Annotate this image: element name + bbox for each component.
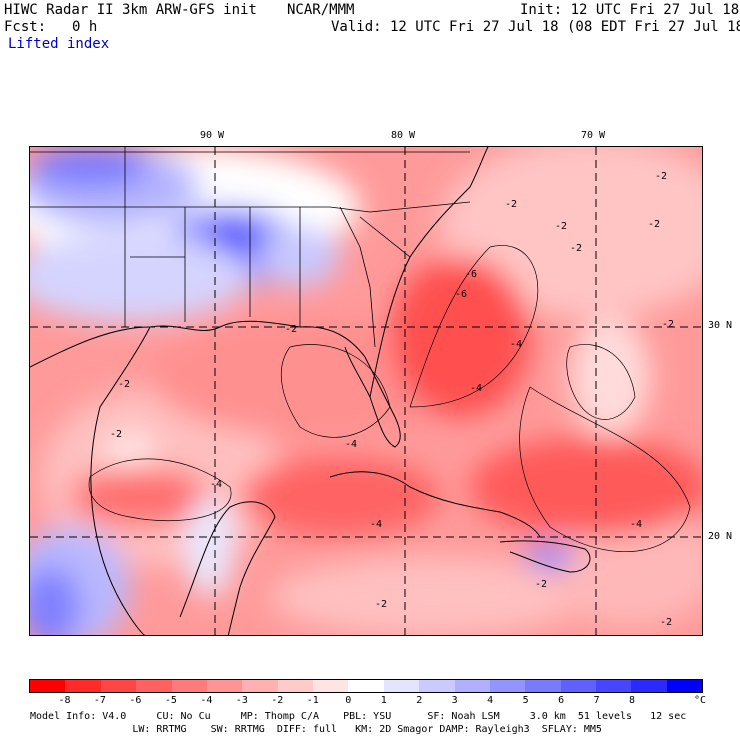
coastlines bbox=[30, 147, 591, 635]
colorbar-swatch bbox=[171, 680, 207, 692]
contour-label: -4 bbox=[510, 339, 522, 350]
contour-label: -2 bbox=[118, 379, 130, 390]
contour-label: -2 bbox=[655, 171, 667, 182]
colorbar-swatch bbox=[136, 680, 172, 692]
contour-label: -2 bbox=[660, 617, 672, 628]
colorbar-swatch bbox=[30, 680, 66, 692]
colorbar-swatch bbox=[631, 680, 667, 692]
colorbar-tick-label: 2 bbox=[416, 695, 423, 706]
contour-label: -2 bbox=[535, 579, 547, 590]
colorbar-swatch bbox=[242, 680, 278, 692]
colorbar-tick-label: -6 bbox=[129, 695, 142, 706]
contour-label: -2 bbox=[375, 599, 387, 610]
forecast-hour: 0 h bbox=[72, 19, 98, 35]
colorbar-tick-label: 1 bbox=[380, 695, 387, 706]
colorbar-swatch bbox=[419, 680, 455, 692]
contour-label: -2 bbox=[648, 219, 660, 230]
lifted-index-map: -2 -2 -2 -2 -2 -2 -2 -2 -2 -2 -2 -2 -6 -… bbox=[29, 146, 703, 636]
contour-value-labels: -2 -2 -2 -2 -2 -2 -2 -2 -2 -2 -2 -2 -6 -… bbox=[110, 171, 674, 628]
state-borders bbox=[30, 147, 471, 348]
contour-label: -2 bbox=[555, 221, 567, 232]
colorbar-swatch bbox=[313, 680, 349, 692]
colorbar-swatch bbox=[596, 680, 632, 692]
map-canvas: -2 -2 -2 -2 -2 -2 -2 -2 -2 -2 -2 -2 -6 -… bbox=[30, 147, 702, 635]
colorbar-tick-label: -7 bbox=[93, 695, 106, 706]
colorbar-tick-label: -1 bbox=[306, 695, 319, 706]
lat-lon-grid bbox=[30, 147, 702, 635]
colorbar-swatch bbox=[100, 680, 137, 692]
colorbar-tick-label: 6 bbox=[558, 695, 565, 706]
contour-label: -4 bbox=[470, 383, 482, 394]
colorbar-tick-label: -4 bbox=[200, 695, 213, 706]
contour-label: -4 bbox=[210, 479, 222, 490]
contour-label: -2 bbox=[662, 319, 674, 330]
colorbar-tick-label: -3 bbox=[235, 695, 248, 706]
colorbar-tick-label: 3 bbox=[451, 695, 458, 706]
lat-label-20n: 20 N bbox=[708, 531, 733, 542]
colorbar-tick-label: -8 bbox=[58, 695, 71, 706]
contour-label: -4 bbox=[345, 439, 357, 450]
contour-label: -2 bbox=[285, 324, 297, 335]
model-info-line1: Model Info: V4.0 CU: No Cu MP: Thomp C/A… bbox=[30, 711, 687, 722]
colorbar-swatch bbox=[454, 680, 490, 692]
colorbar-swatch bbox=[65, 680, 101, 692]
contour-label: -4 bbox=[370, 519, 382, 530]
forecast-label: Fcst: bbox=[4, 19, 47, 35]
colorbar-swatch bbox=[560, 680, 596, 692]
colorbar-tick-label: -2 bbox=[271, 695, 284, 706]
colorbar-tick-label: -5 bbox=[164, 695, 177, 706]
colorbar-tick-label: 0 bbox=[345, 695, 352, 706]
colorbar bbox=[29, 679, 703, 693]
colorbar-swatch bbox=[277, 680, 313, 692]
lon-label-80w: 80 W bbox=[391, 130, 416, 141]
contour-label: -4 bbox=[630, 519, 642, 530]
model-info-line2: LW: RRTMG SW: RRTMG DIFF: full KM: 2D Sm… bbox=[30, 724, 602, 735]
colorbar-tick-label: 5 bbox=[522, 695, 529, 706]
colorbar-swatch bbox=[348, 680, 384, 692]
colorbar-tick-label: 8 bbox=[629, 695, 636, 706]
lat-label-30n: 30 N bbox=[708, 320, 733, 331]
colorbar-swatch bbox=[206, 680, 243, 692]
valid-time: Valid: 12 UTC Fri 27 Jul 18 (08 EDT Fri … bbox=[331, 19, 740, 35]
contour-label: -2 bbox=[570, 243, 582, 254]
institution-label: NCAR/MMM bbox=[287, 2, 355, 18]
colorbar-unit: °C bbox=[694, 695, 707, 706]
lon-label-70w: 70 W bbox=[581, 130, 606, 141]
colorbar-swatch bbox=[525, 680, 561, 692]
lon-label-90w: 90 W bbox=[200, 130, 225, 141]
contour-label: -2 bbox=[505, 199, 517, 210]
init-time: Init: 12 UTC Fri 27 Jul 18 bbox=[520, 2, 740, 18]
colorbar-tick-label: 7 bbox=[593, 695, 600, 706]
colorbar-swatch bbox=[383, 680, 420, 692]
model-title: HIWC Radar II 3km ARW-GFS init bbox=[4, 2, 257, 18]
contour-label: -2 bbox=[110, 429, 122, 440]
field-name: Lifted index bbox=[8, 36, 110, 52]
colorbar-tick-label: 4 bbox=[487, 695, 494, 706]
contour-label: -6 bbox=[465, 269, 477, 280]
colorbar-swatch bbox=[489, 680, 526, 692]
colorbar-swatch bbox=[666, 680, 703, 692]
contour-label: -6 bbox=[455, 289, 467, 300]
contour-lines bbox=[88, 245, 691, 553]
